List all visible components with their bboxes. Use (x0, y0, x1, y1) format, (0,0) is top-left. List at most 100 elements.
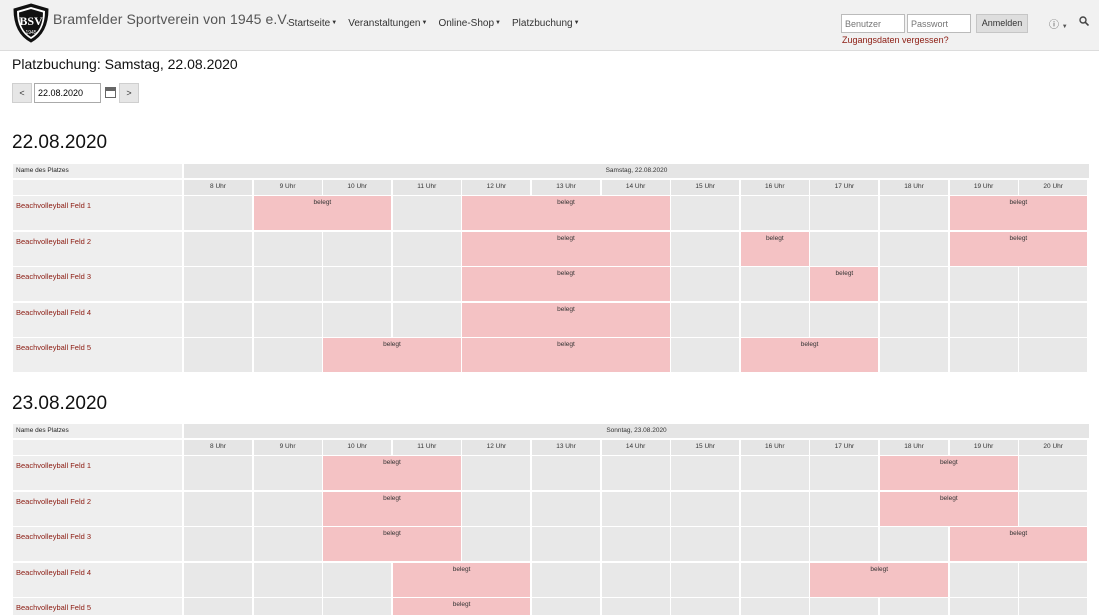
booked-slot[interactable]: belegt (949, 231, 1088, 266)
free-slot[interactable] (671, 491, 740, 526)
free-slot[interactable] (1019, 598, 1088, 615)
booked-slot[interactable]: belegt (740, 231, 809, 266)
free-slot[interactable] (880, 302, 948, 337)
password-input[interactable] (907, 14, 971, 33)
free-slot[interactable] (323, 562, 392, 597)
free-slot[interactable] (671, 196, 740, 230)
free-slot[interactable] (601, 527, 670, 561)
free-slot[interactable] (323, 231, 392, 266)
free-slot[interactable] (810, 196, 879, 230)
booked-slot[interactable]: belegt (323, 527, 461, 561)
free-slot[interactable] (810, 456, 879, 490)
court-name[interactable]: Beachvolleyball Feld 3 (13, 267, 182, 301)
free-slot[interactable] (184, 338, 252, 372)
free-slot[interactable] (1019, 302, 1088, 337)
date-input[interactable] (34, 83, 101, 103)
free-slot[interactable] (392, 196, 461, 230)
free-slot[interactable] (253, 562, 322, 597)
booked-slot[interactable]: belegt (462, 231, 670, 266)
free-slot[interactable] (323, 302, 392, 337)
free-slot[interactable] (810, 231, 879, 266)
free-slot[interactable] (532, 456, 600, 490)
booked-slot[interactable]: belegt (392, 562, 531, 597)
free-slot[interactable] (532, 598, 600, 615)
free-slot[interactable] (184, 491, 252, 526)
free-slot[interactable] (532, 527, 600, 561)
court-name[interactable]: Beachvolleyball Feld 1 (13, 196, 182, 230)
free-slot[interactable] (949, 562, 1018, 597)
booked-slot[interactable]: belegt (949, 527, 1088, 561)
booked-slot[interactable]: belegt (462, 196, 670, 230)
free-slot[interactable] (671, 527, 740, 561)
free-slot[interactable] (740, 562, 809, 597)
login-button[interactable]: Anmelden (976, 14, 1028, 33)
free-slot[interactable] (392, 231, 461, 266)
free-slot[interactable] (671, 338, 740, 372)
free-slot[interactable] (1019, 338, 1088, 372)
booked-slot[interactable]: belegt (323, 338, 461, 372)
free-slot[interactable] (880, 231, 948, 266)
free-slot[interactable] (949, 302, 1018, 337)
free-slot[interactable] (671, 598, 740, 615)
free-slot[interactable] (810, 527, 879, 561)
free-slot[interactable] (1019, 456, 1088, 490)
free-slot[interactable] (184, 562, 252, 597)
nav-platzbuchung[interactable]: Platzbuchung▼ (512, 18, 580, 29)
info-icon[interactable]: ⓘ ▼ (1049, 20, 1068, 31)
free-slot[interactable] (810, 491, 879, 526)
free-slot[interactable] (462, 491, 531, 526)
free-slot[interactable] (740, 196, 809, 230)
booked-slot[interactable]: belegt (880, 456, 1018, 490)
free-slot[interactable] (740, 491, 809, 526)
free-slot[interactable] (740, 456, 809, 490)
free-slot[interactable] (880, 598, 948, 615)
brand-name[interactable]: Bramfelder Sportverein von 1945 e.V. (53, 11, 290, 27)
booked-slot[interactable]: belegt (323, 491, 461, 526)
nav-veranstaltungen[interactable]: Veranstaltungen▼ (348, 18, 427, 29)
free-slot[interactable] (671, 302, 740, 337)
free-slot[interactable] (253, 598, 322, 615)
free-slot[interactable] (949, 267, 1018, 301)
free-slot[interactable] (253, 456, 322, 490)
booked-slot[interactable]: belegt (949, 196, 1088, 230)
free-slot[interactable] (671, 456, 740, 490)
free-slot[interactable] (740, 598, 809, 615)
free-slot[interactable] (740, 302, 809, 337)
booked-slot[interactable]: belegt (880, 491, 1018, 526)
username-input[interactable] (841, 14, 905, 33)
booked-slot[interactable]: belegt (462, 302, 670, 337)
free-slot[interactable] (532, 491, 600, 526)
free-slot[interactable] (253, 302, 322, 337)
court-name[interactable]: Beachvolleyball Feld 4 (13, 562, 182, 597)
booked-slot[interactable]: belegt (740, 338, 879, 372)
free-slot[interactable] (1019, 267, 1088, 301)
booked-slot[interactable]: belegt (462, 338, 670, 372)
free-slot[interactable] (671, 267, 740, 301)
free-slot[interactable] (880, 196, 948, 230)
free-slot[interactable] (949, 598, 1018, 615)
free-slot[interactable] (880, 527, 948, 561)
court-name[interactable]: Beachvolleyball Feld 3 (13, 527, 182, 561)
free-slot[interactable] (462, 456, 531, 490)
free-slot[interactable] (532, 562, 600, 597)
booked-slot[interactable]: belegt (462, 267, 670, 301)
free-slot[interactable] (253, 267, 322, 301)
free-slot[interactable] (184, 302, 252, 337)
free-slot[interactable] (253, 231, 322, 266)
free-slot[interactable] (323, 598, 392, 615)
free-slot[interactable] (880, 267, 948, 301)
court-name[interactable]: Beachvolleyball Feld 5 (13, 598, 182, 615)
free-slot[interactable] (184, 196, 252, 230)
court-name[interactable]: Beachvolleyball Feld 5 (13, 338, 182, 372)
club-logo-icon[interactable]: BSV 1945 (12, 3, 50, 43)
free-slot[interactable] (323, 267, 392, 301)
court-name[interactable]: Beachvolleyball Feld 2 (13, 491, 182, 526)
free-slot[interactable] (184, 456, 252, 490)
free-slot[interactable] (184, 267, 252, 301)
free-slot[interactable] (740, 267, 809, 301)
free-slot[interactable] (1019, 491, 1088, 526)
free-slot[interactable] (253, 527, 322, 561)
forgot-credentials-link[interactable]: Zugangsdaten vergessen? (842, 35, 949, 45)
free-slot[interactable] (671, 231, 740, 266)
free-slot[interactable] (1019, 562, 1088, 597)
